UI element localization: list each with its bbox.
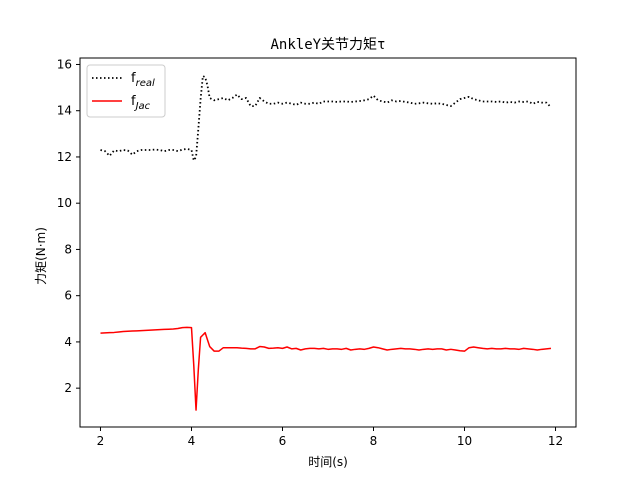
x-tick-label: 6 xyxy=(279,434,287,448)
legend-box xyxy=(86,64,166,118)
axes-frame xyxy=(79,57,577,428)
axes: 2 4 6 8 10 12 2 4 6 8 10 12 14 16 xyxy=(57,57,577,448)
legend-label-subscript: Jac xyxy=(134,101,151,112)
y-tick-label: 6 xyxy=(64,289,72,303)
x-tick-label: 4 xyxy=(188,434,196,448)
plot-area xyxy=(100,75,552,411)
y-tick-label: 16 xyxy=(57,57,72,71)
series-line-jac xyxy=(100,326,552,411)
x-tick-label: 12 xyxy=(548,434,563,448)
chart-title: AnkleY关节力矩τ xyxy=(270,37,385,53)
y-tick-label: 2 xyxy=(64,381,72,395)
y-tick-label: 12 xyxy=(57,150,72,164)
y-tick-label: 10 xyxy=(57,196,72,210)
x-axis-label: 时间(s) xyxy=(308,455,348,469)
y-axis-label: 力矩(N·m) xyxy=(34,227,48,285)
x-tick-label: 2 xyxy=(97,434,105,448)
y-tick-label: 4 xyxy=(64,335,72,349)
x-tick-label: 8 xyxy=(370,434,378,448)
y-tick-label: 8 xyxy=(64,242,72,256)
legend-label-subscript: real xyxy=(136,78,155,89)
series-line-real xyxy=(100,75,552,162)
y-tick-label: 14 xyxy=(57,104,72,118)
x-tick-label: 10 xyxy=(457,434,472,448)
